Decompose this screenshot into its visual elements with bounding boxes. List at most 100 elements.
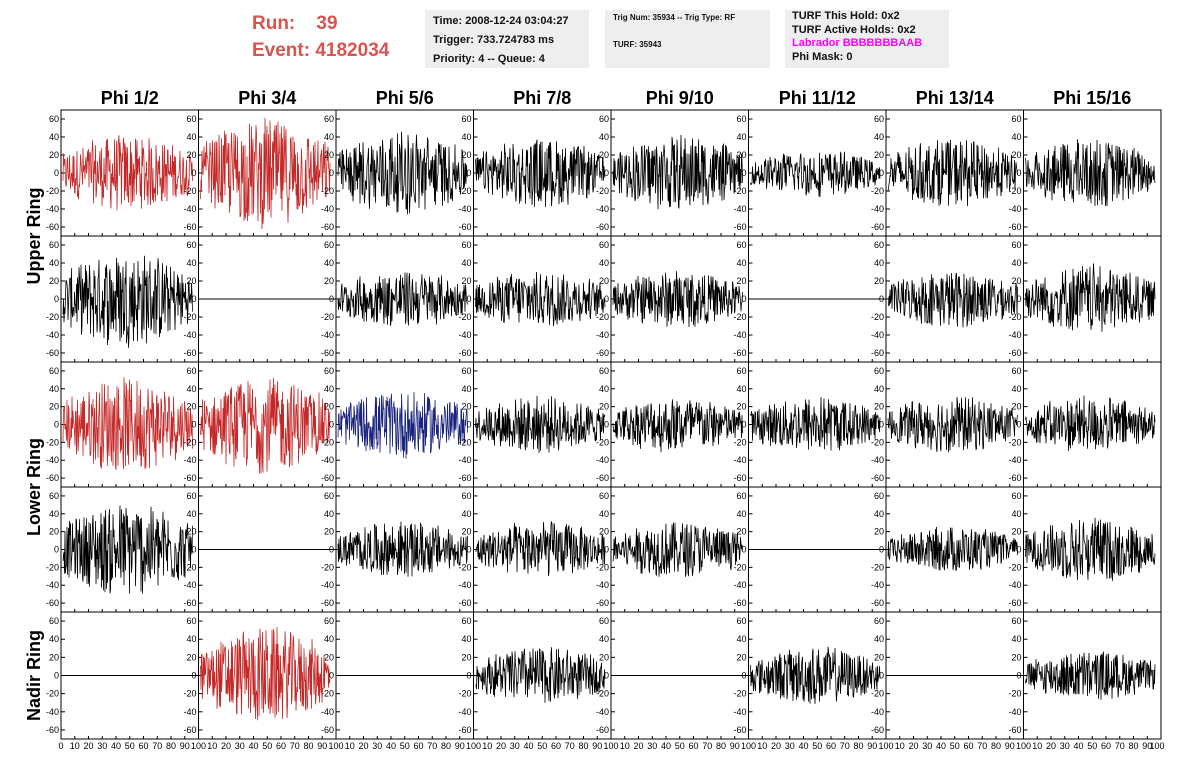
- waveform-trace: [200, 117, 331, 230]
- y-tick-label: -60: [458, 348, 471, 358]
- y-tick-label: 20: [49, 150, 59, 160]
- x-tick-label: 90: [1005, 741, 1015, 751]
- waveform-trace: [750, 397, 881, 451]
- x-tick-label: 70: [152, 741, 162, 751]
- y-tick-label: 40: [461, 132, 471, 142]
- y-tick-label: 40: [874, 384, 884, 394]
- y-tick-label: -40: [596, 455, 609, 465]
- x-tick-label: 10: [895, 741, 905, 751]
- y-tick-label: -20: [458, 437, 471, 447]
- y-tick-label: 0: [879, 671, 884, 681]
- y-tick-label: 40: [186, 384, 196, 394]
- y-tick-label: 0: [879, 420, 884, 430]
- x-tick-label: 50: [125, 741, 135, 751]
- y-tick-label: 40: [599, 384, 609, 394]
- y-tick-label: -20: [1008, 312, 1021, 322]
- waveform-trace: [612, 271, 743, 328]
- y-tick-label: 0: [329, 294, 334, 304]
- y-tick-label: 60: [461, 366, 471, 376]
- x-tick-label: 40: [248, 741, 258, 751]
- y-tick-label: -60: [596, 598, 609, 608]
- x-tick-label: 100: [741, 741, 756, 751]
- y-tick-label: 40: [736, 509, 746, 519]
- y-tick-label: 40: [599, 634, 609, 644]
- y-tick-label: 40: [186, 509, 196, 519]
- column-header: Phi 1/2: [101, 88, 159, 108]
- y-tick-label: 40: [736, 132, 746, 142]
- y-tick-label: 40: [1011, 634, 1021, 644]
- y-tick-label: 0: [604, 545, 609, 555]
- x-tick-label: 80: [166, 741, 176, 751]
- y-tick-label: 20: [736, 527, 746, 537]
- y-tick-label: -20: [321, 562, 334, 572]
- y-tick-label: 0: [741, 671, 746, 681]
- waveform-trace: [475, 521, 606, 577]
- y-tick-label: 60: [324, 491, 334, 501]
- trig-box: Trig Num: 35934 -- Trig Type: RF TURF: 3…: [605, 10, 770, 68]
- x-tick-label: 70: [427, 741, 437, 751]
- y-tick-label: 0: [191, 545, 196, 555]
- y-tick-label: -40: [321, 330, 334, 340]
- y-tick-label: -60: [733, 348, 746, 358]
- y-tick-label: -20: [733, 562, 746, 572]
- y-tick-label: 60: [599, 240, 609, 250]
- y-tick-label: -20: [321, 186, 334, 196]
- y-tick-label: -60: [1008, 222, 1021, 232]
- y-tick-label: 20: [874, 527, 884, 537]
- y-tick-label: -20: [871, 437, 884, 447]
- y-tick-label: -40: [733, 707, 746, 717]
- y-tick-label: -40: [458, 580, 471, 590]
- x-tick-label: 70: [565, 741, 575, 751]
- y-tick-label: 60: [461, 240, 471, 250]
- waveform-trace: [1025, 139, 1156, 207]
- trig-num-text: Trig Num: 35934 -- Trig Type: RF: [613, 13, 736, 22]
- y-tick-label: -20: [596, 562, 609, 572]
- y-tick-label: 60: [49, 616, 59, 626]
- y-tick-label: 60: [599, 491, 609, 501]
- y-tick-label: -40: [871, 580, 884, 590]
- y-tick-label: -60: [458, 725, 471, 735]
- y-tick-label: 0: [54, 671, 59, 681]
- waveform-trace: [337, 391, 468, 459]
- x-tick-label: 90: [1142, 741, 1152, 751]
- y-tick-label: -60: [458, 598, 471, 608]
- x-tick-label: 80: [1128, 741, 1138, 751]
- y-tick-label: 60: [461, 616, 471, 626]
- y-tick-label: -60: [321, 222, 334, 232]
- y-tick-label: 0: [466, 294, 471, 304]
- y-tick-label: -20: [596, 437, 609, 447]
- y-tick-label: 20: [874, 150, 884, 160]
- y-tick-label: -60: [183, 222, 196, 232]
- y-tick-label: 40: [324, 258, 334, 268]
- waveform-trace: [887, 396, 1018, 453]
- column-header: Phi 9/10: [646, 88, 714, 108]
- y-tick-label: -60: [733, 473, 746, 483]
- y-tick-label: -20: [321, 689, 334, 699]
- y-tick-label: -40: [458, 330, 471, 340]
- y-tick-label: 0: [54, 420, 59, 430]
- y-tick-label: -60: [46, 725, 59, 735]
- x-tick-label: 90: [180, 741, 190, 751]
- y-tick-label: 20: [186, 527, 196, 537]
- y-tick-label: 0: [54, 545, 59, 555]
- y-tick-label: 60: [1011, 366, 1021, 376]
- y-tick-label: -20: [733, 312, 746, 322]
- y-tick-label: -40: [871, 707, 884, 717]
- y-tick-label: -40: [1008, 580, 1021, 590]
- y-tick-label: 40: [599, 509, 609, 519]
- x-tick-label: 90: [730, 741, 740, 751]
- y-tick-label: -60: [46, 348, 59, 358]
- y-tick-label: 40: [324, 384, 334, 394]
- y-tick-label: 60: [324, 616, 334, 626]
- x-tick-label: 60: [551, 741, 561, 751]
- y-tick-label: 20: [736, 276, 746, 286]
- y-tick-label: -40: [321, 580, 334, 590]
- x-tick-label: 50: [675, 741, 685, 751]
- y-tick-label: 0: [466, 168, 471, 178]
- y-tick-label: -60: [1008, 348, 1021, 358]
- y-tick-label: -20: [46, 689, 59, 699]
- x-tick-label: 40: [523, 741, 533, 751]
- y-tick-label: -20: [871, 689, 884, 699]
- y-tick-label: -20: [596, 689, 609, 699]
- y-tick-label: -40: [733, 330, 746, 340]
